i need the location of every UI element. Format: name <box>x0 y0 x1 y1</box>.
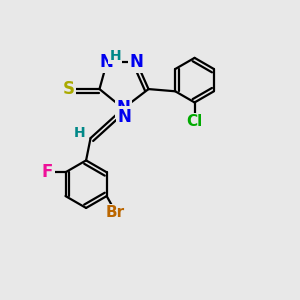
Text: F: F <box>42 163 53 181</box>
Text: H: H <box>74 126 85 140</box>
Text: N: N <box>100 53 114 71</box>
Text: N: N <box>130 53 144 71</box>
Text: Br: Br <box>106 205 125 220</box>
Text: N: N <box>118 108 132 126</box>
Text: H: H <box>110 49 121 63</box>
Text: N: N <box>116 99 130 117</box>
Text: Cl: Cl <box>187 114 203 129</box>
Text: S: S <box>62 80 74 98</box>
